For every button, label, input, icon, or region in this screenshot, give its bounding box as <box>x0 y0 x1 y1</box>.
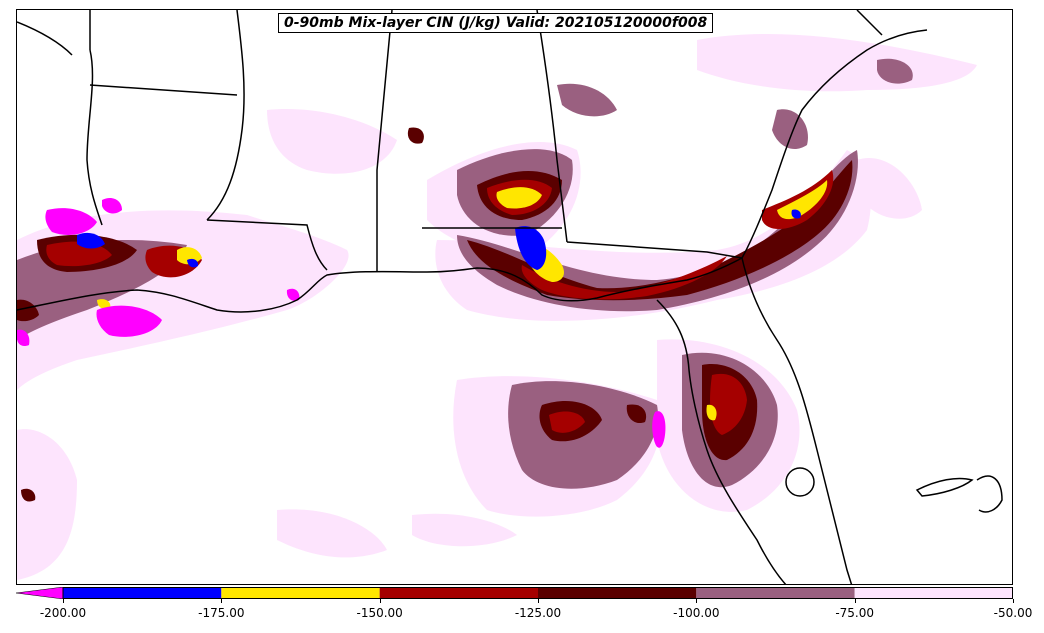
cin-map <box>17 10 1003 584</box>
colorbar <box>16 587 1013 599</box>
cin-field-blue <box>77 209 801 270</box>
colorbar-outline <box>62 587 1013 599</box>
colorbar-tick-label: -200.00 <box>39 606 87 620</box>
colorbar-bin <box>696 587 855 599</box>
cin-field-yellow <box>97 180 828 421</box>
colorbar-tick-label: -100.00 <box>673 606 720 620</box>
map-boundaries <box>17 10 1003 584</box>
colorbar-tick-mark <box>538 599 539 603</box>
cin-field-magenta <box>17 198 666 448</box>
colorbar-tick-mark <box>696 599 698 603</box>
colorbar-tick-mark <box>1013 599 1014 603</box>
colorbar-tick-mark <box>63 599 64 603</box>
colorbar-tick-mark <box>221 599 223 603</box>
map-title: 0-90mb Mix-layer CIN (J/kg) Valid: 20210… <box>278 13 714 33</box>
colorbar-bin <box>221 587 380 599</box>
map-panel <box>16 9 1013 585</box>
colorbar-tick-mark <box>854 599 856 603</box>
colorbar-tick-label: -150.00 <box>356 606 403 620</box>
colorbar-bin <box>538 587 697 599</box>
colorbar-bin <box>379 587 538 599</box>
cin-field-light-pink <box>17 34 977 580</box>
colorbar-bin <box>63 587 222 599</box>
colorbar-tick-mark <box>379 599 381 603</box>
colorbar-extend-triangle <box>16 587 64 599</box>
colorbar-labels: -200.00 -175.00 -150.00 -125.00 -100.00 -75.0… <box>0 606 1044 626</box>
colorbar-bin <box>854 587 1013 599</box>
colorbar-tick-label: -50.00 <box>993 606 1033 620</box>
colorbar-tick-label: -125.00 <box>514 606 562 620</box>
colorbar-tick-label: -175.00 <box>198 606 245 620</box>
colorbar-tick-label: -75.00 <box>835 606 874 620</box>
